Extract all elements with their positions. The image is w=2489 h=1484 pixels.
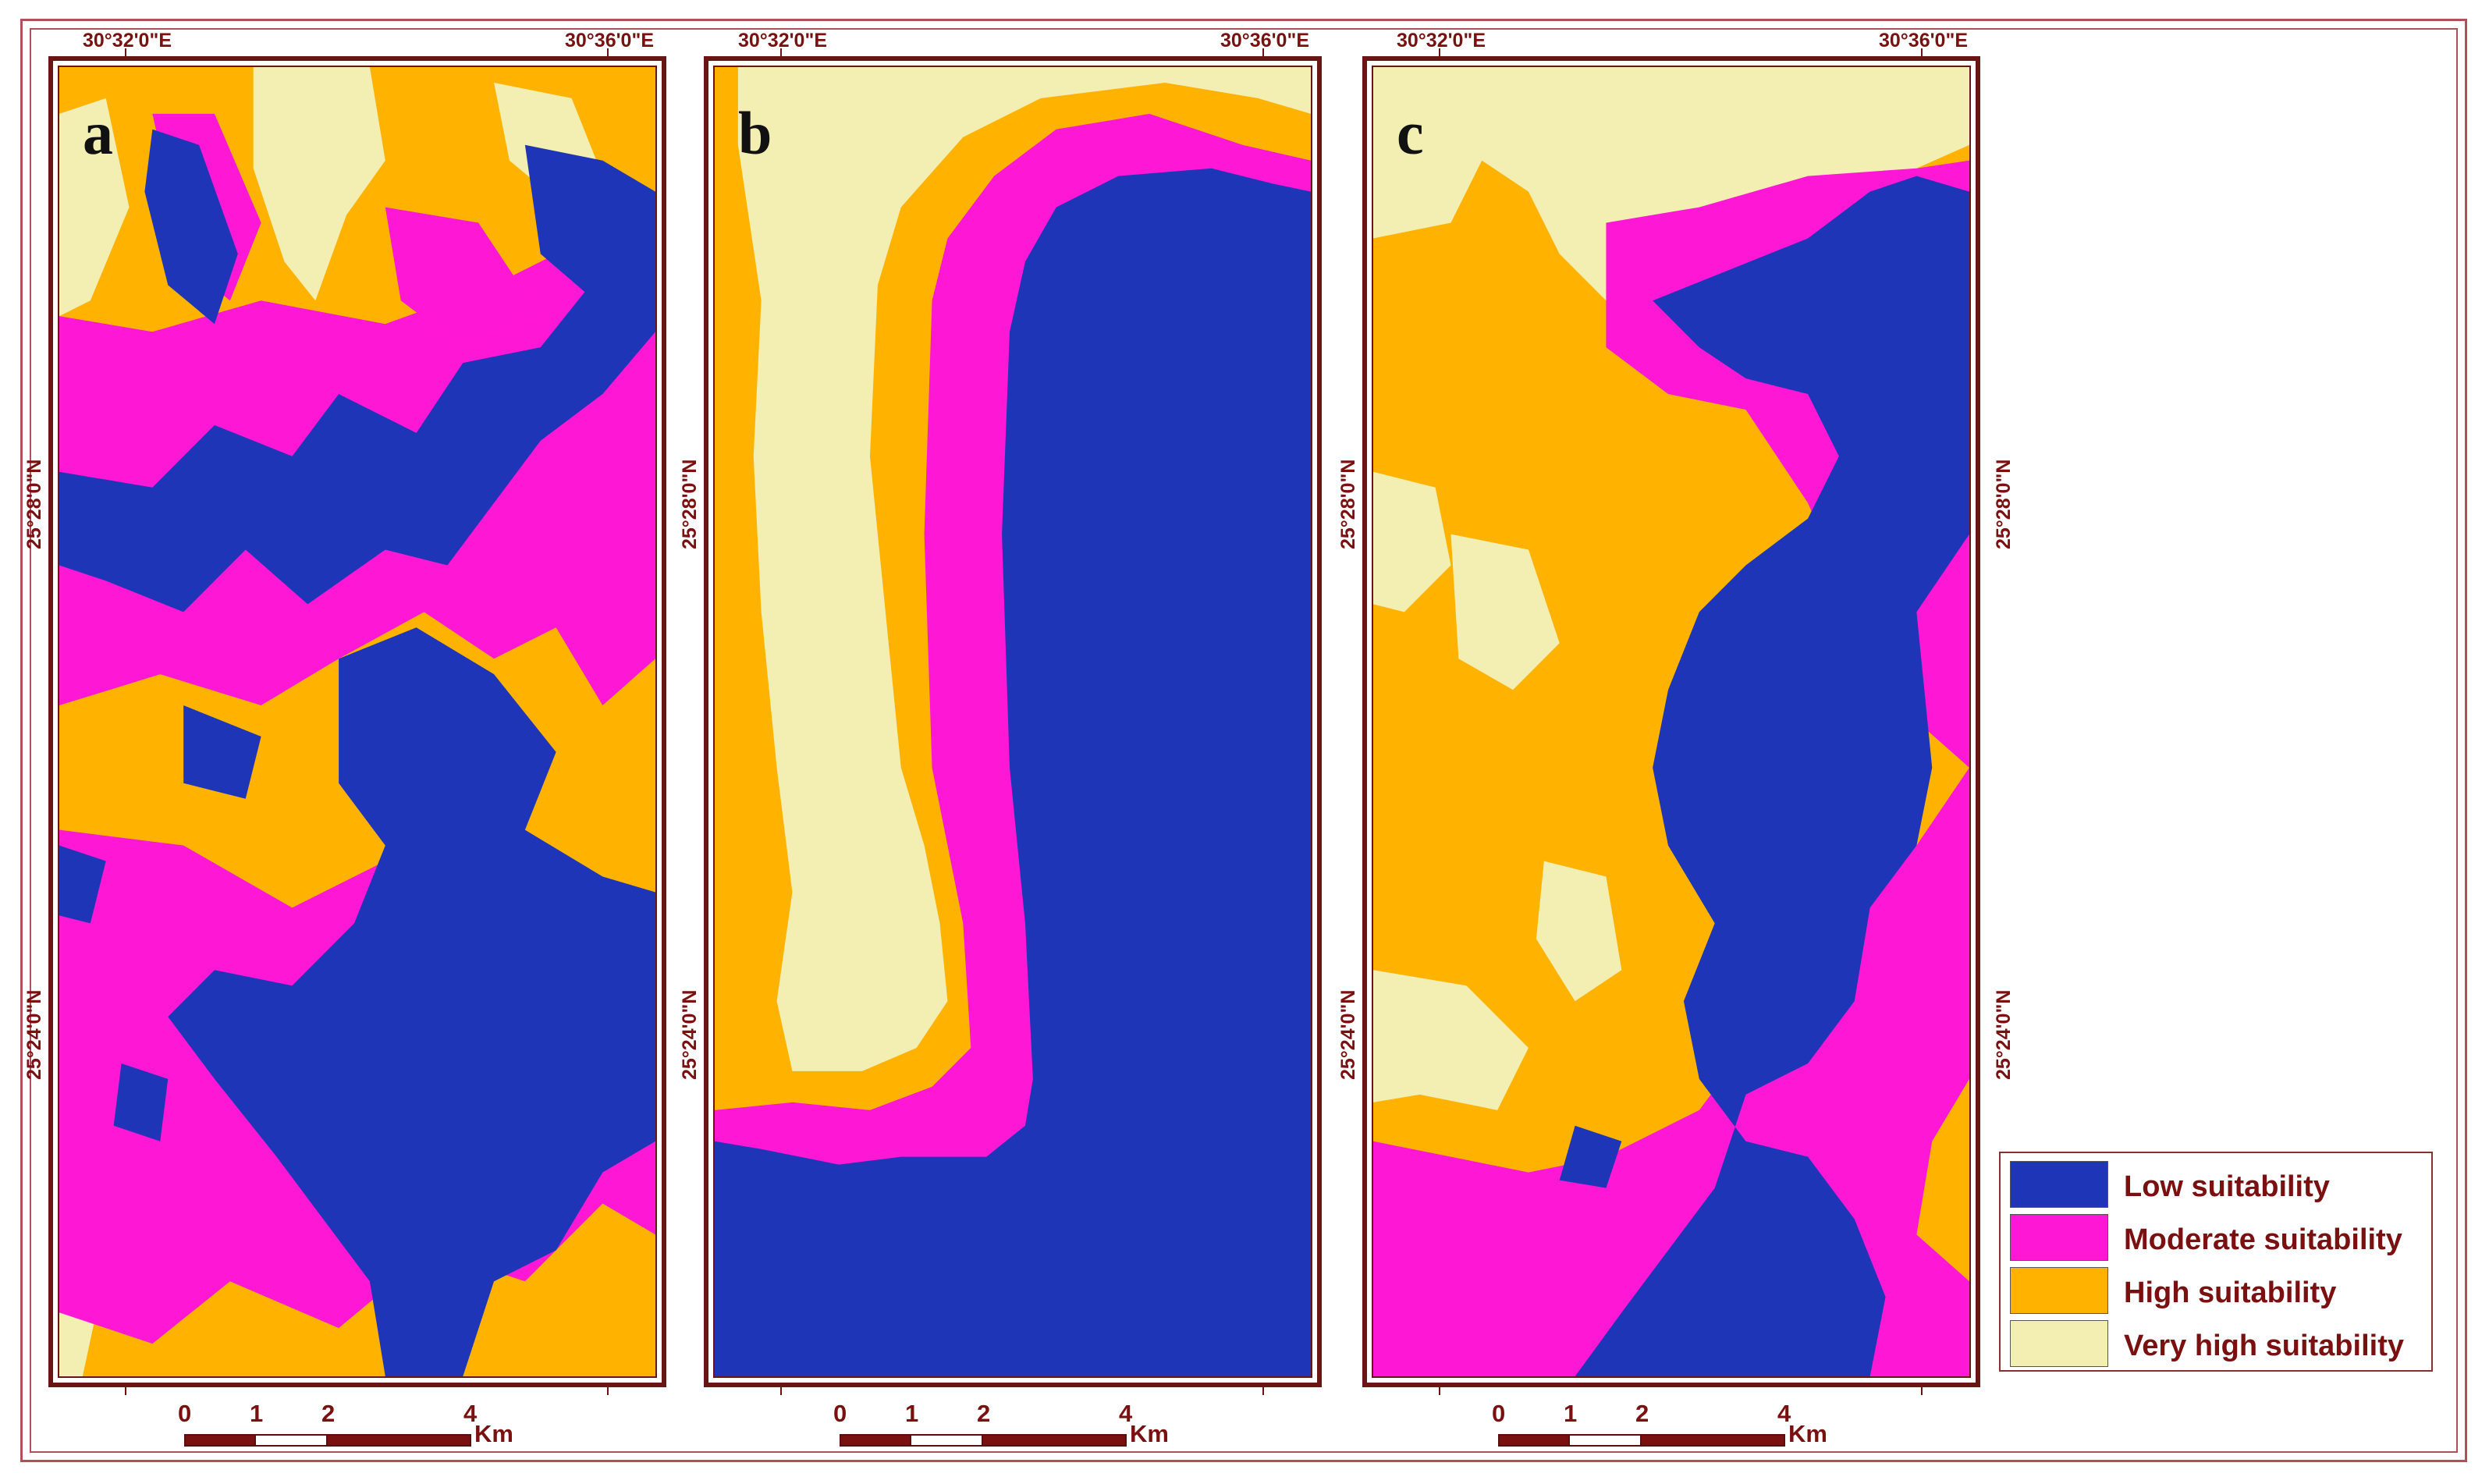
map-panel-c: c <box>1362 56 1980 1387</box>
graticule-tick <box>607 1386 609 1395</box>
graticule-tick <box>1262 48 1264 58</box>
longitude-label: 30°32'0"E <box>738 30 827 51</box>
legend-swatch <box>2010 1214 2108 1261</box>
legend-item-very-high: Very high suitability <box>2010 1320 2423 1367</box>
low-suitability-zone <box>524 144 655 301</box>
latitude-label: 25°24'0"N <box>679 989 701 1080</box>
moderate-suitability-zone <box>1373 160 1969 1376</box>
scale-bar-label: 0 <box>1492 1400 1506 1427</box>
very-high-suitability-zone <box>1373 970 1529 1110</box>
legend-item-high: High suitability <box>2010 1267 2423 1314</box>
low-suitability-zone <box>1559 1125 1622 1188</box>
scale-bar-segment <box>1498 1434 1570 1447</box>
scale-bar-label: 2 <box>977 1400 991 1427</box>
suitability-map-a <box>59 67 655 1376</box>
scale-bar-label: 2 <box>321 1400 336 1427</box>
very-high-suitability-zone <box>1536 861 1622 1002</box>
scale-bar-label: 0 <box>178 1400 192 1427</box>
graticule-tick <box>1921 1386 1923 1395</box>
graticule-tick <box>1262 1386 1264 1395</box>
scale-bar-segment <box>910 1434 983 1447</box>
map-panel-c-area <box>1372 66 1971 1378</box>
very-high-suitability-zone <box>1450 534 1560 691</box>
panel-label: a <box>83 99 113 167</box>
map-panel-a-area <box>58 66 657 1378</box>
map-panel-b: b <box>704 56 1322 1387</box>
longitude-label: 30°36'0"E <box>1220 30 1309 51</box>
low-suitability-zone <box>1575 176 1969 1376</box>
scale-bar: 0 1 2 4 Km <box>833 1400 1169 1447</box>
legend-item-low: Low suitability <box>2010 1161 2423 1208</box>
longitude-label: 30°32'0"E <box>83 30 172 51</box>
scale-bar-segment <box>326 1434 471 1447</box>
panel-label: c <box>1397 99 1424 167</box>
graticule-tick <box>1921 48 1923 58</box>
scale-bar-segment <box>982 1434 1127 1447</box>
suitability-map-c <box>1373 67 1969 1376</box>
scale-bar-label: 4 <box>463 1400 478 1427</box>
low-suitability-zone <box>113 1063 169 1141</box>
low-suitability-zone <box>59 845 106 924</box>
map-legend: Low suitability Moderate suitability Hig… <box>1999 1152 2433 1372</box>
legend-label: Moderate suitability <box>2124 1223 2402 1256</box>
very-high-suitability-zone <box>59 98 130 317</box>
map-panel-a: a <box>48 56 666 1387</box>
longitude-label: 30°36'0"E <box>565 30 654 51</box>
scale-bar-segment <box>1568 1434 1642 1447</box>
latitude-label: 25°28'0"N <box>1337 459 1359 549</box>
panel-label: b <box>738 99 772 167</box>
legend-item-moderate: Moderate suitability <box>2010 1214 2423 1261</box>
scale-bar: 0 1 2 4 Km <box>1492 1400 1827 1447</box>
map-panel-b-area <box>713 66 1312 1378</box>
scale-bar-unit: Km <box>1788 1420 1827 1447</box>
figure-outer-frame <box>20 19 2467 1462</box>
latitude-label: 25°24'0"N <box>1993 989 2015 1080</box>
low-suitability-zone <box>183 705 261 799</box>
legend-swatch <box>2010 1320 2108 1367</box>
scale-bar-label: 1 <box>250 1400 264 1427</box>
graticule-tick <box>780 1386 782 1395</box>
scale-bar: 0 1 2 4 Km <box>178 1400 513 1447</box>
very-high-suitability-zone <box>253 67 385 301</box>
scale-bar-segment <box>184 1434 256 1447</box>
scale-bar-label: 1 <box>1564 1400 1578 1427</box>
scale-bar-segment <box>1640 1434 1785 1447</box>
figure-inner-frame <box>30 28 2458 1453</box>
scale-bar-label: 4 <box>1777 1400 1791 1427</box>
scale-bar-segment <box>254 1434 328 1447</box>
graticule-tick <box>125 1386 126 1395</box>
low-suitability-zone <box>59 222 655 612</box>
legend-label: High suitability <box>2124 1276 2337 1309</box>
scale-bar-label: 1 <box>905 1400 919 1427</box>
scale-bar-label: 4 <box>1119 1400 1133 1427</box>
legend-swatch <box>2010 1161 2108 1208</box>
graticule-tick <box>125 48 126 58</box>
latitude-label: 25°24'0"N <box>1337 989 1359 1080</box>
latitude-label: 25°28'0"N <box>23 459 45 549</box>
graticule-tick <box>607 48 609 58</box>
graticule-tick <box>1439 1386 1440 1395</box>
latitude-label: 25°28'0"N <box>1993 459 2015 549</box>
latitude-label: 25°24'0"N <box>23 989 45 1080</box>
latitude-label: 25°28'0"N <box>679 459 701 549</box>
longitude-label: 30°36'0"E <box>1879 30 1968 51</box>
moderate-suitability-zone <box>385 207 541 348</box>
longitude-label: 30°32'0"E <box>1397 30 1486 51</box>
legend-swatch <box>2010 1267 2108 1314</box>
very-high-suitability-zone <box>737 67 1311 1071</box>
low-suitability-zone <box>168 627 655 1376</box>
low-suitability-zone <box>144 129 238 325</box>
scale-bar-unit: Km <box>474 1420 513 1447</box>
very-high-suitability-zone <box>1373 471 1451 612</box>
scale-bar-label: 0 <box>833 1400 847 1427</box>
graticule-tick <box>1439 48 1440 58</box>
suitability-map-b <box>715 67 1311 1376</box>
graticule-tick <box>780 48 782 58</box>
scale-bar-segment <box>840 1434 911 1447</box>
legend-label: Very high suitability <box>2124 1330 2404 1362</box>
legend-label: Low suitability <box>2124 1170 2330 1203</box>
very-high-suitability-zone <box>1373 67 1969 301</box>
scale-bar-label: 2 <box>1635 1400 1649 1427</box>
scale-bar-unit: Km <box>1130 1420 1169 1447</box>
